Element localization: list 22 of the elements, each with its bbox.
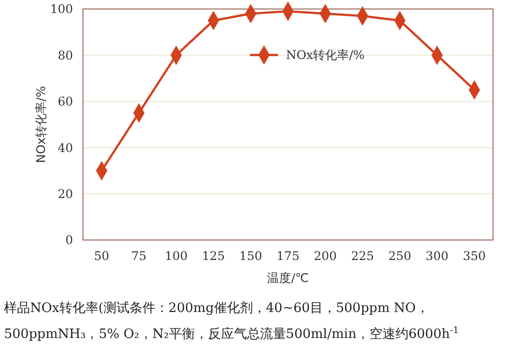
y-axis-title: NOx转化率/% <box>34 86 48 163</box>
x-tick-label: 100 <box>164 249 188 263</box>
text: 样品NOx转化率(测试条件：200mg催化剂，40~60目，500ppm NO， <box>4 300 429 316</box>
x-tick-label: 75 <box>131 249 147 263</box>
x-tick-label: 250 <box>388 249 412 263</box>
text: 500ppmNH₃，5% O₂，N₂平衡，反应气总流量500ml/min，空速约6000h$^{-1}$ <box>4 326 459 342</box>
y-tick-label: 40 <box>58 140 73 155</box>
x-tick-label: 300 <box>426 249 449 263</box>
y-tick-label: 0 <box>65 233 73 248</box>
y-tick-label: 100 <box>50 2 73 16</box>
x-axis-title: 温度/℃ <box>267 271 309 285</box>
x-tick-label: 125 <box>202 249 225 263</box>
x-tick-label: 225 <box>351 249 374 263</box>
legend-label: NOx转化率/% <box>286 48 365 62</box>
x-tick-label: 50 <box>94 249 110 263</box>
y-tick-label: 60 <box>58 94 73 109</box>
x-tick-label: 150 <box>239 249 262 263</box>
x-tick-label: 200 <box>314 249 337 263</box>
x-tick-label: 175 <box>276 249 300 263</box>
y-tick-label: 80 <box>58 48 73 62</box>
y-tick-label: 20 <box>58 187 73 201</box>
x-tick-label: 350 <box>462 249 486 263</box>
